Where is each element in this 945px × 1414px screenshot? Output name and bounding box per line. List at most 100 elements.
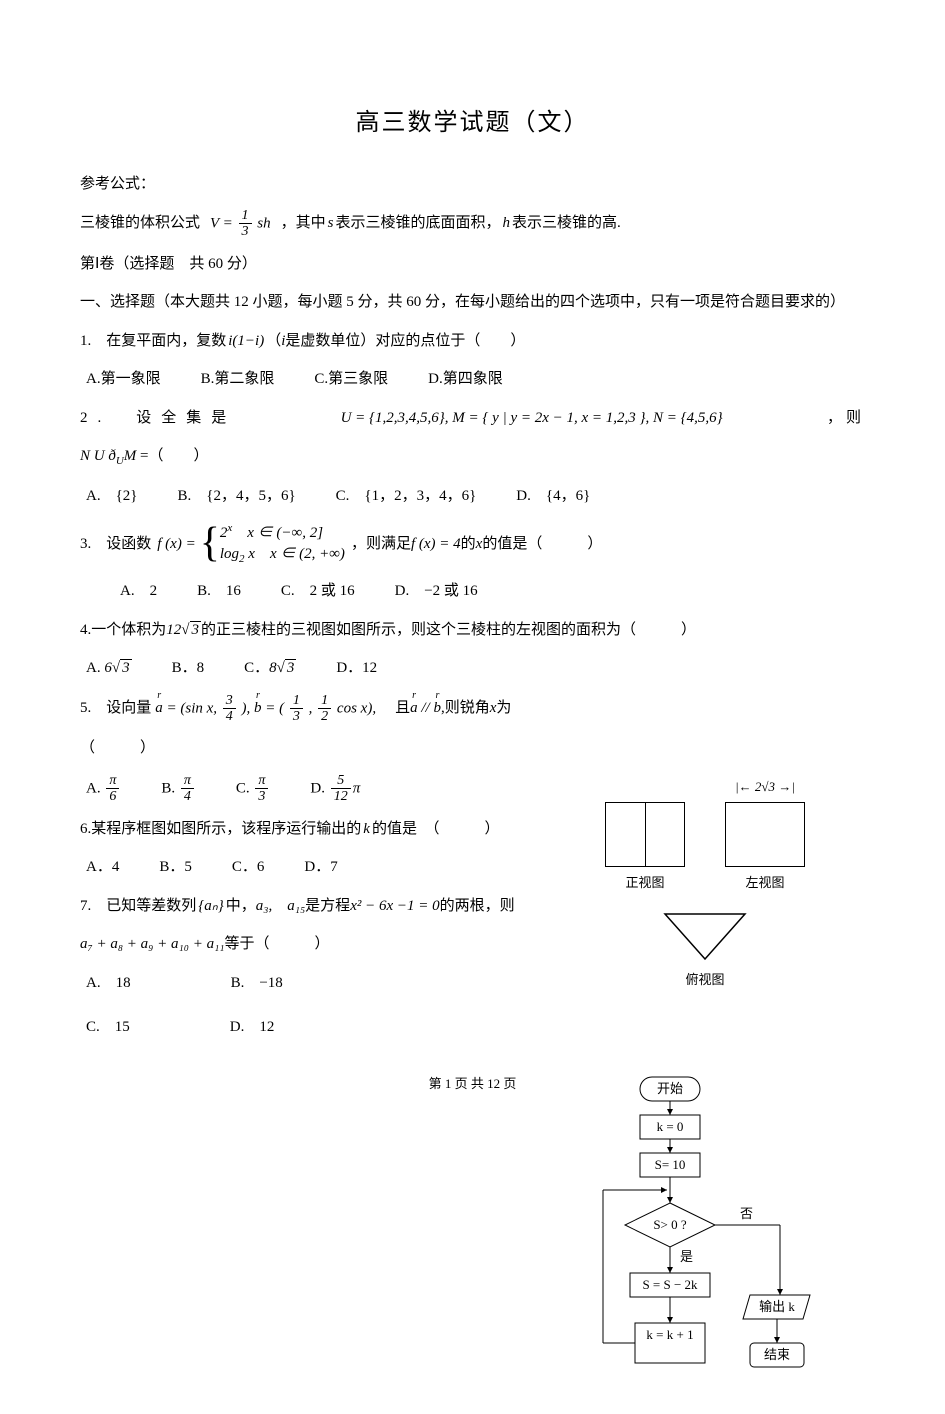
cone-num: 1 bbox=[239, 208, 252, 224]
q5-Bl: B. bbox=[161, 780, 175, 796]
q6-C: C．6 bbox=[232, 853, 265, 882]
q3-A: A. 2 bbox=[120, 577, 157, 606]
q1-C: C.第三象限 bbox=[314, 365, 388, 394]
q4-v: 12 bbox=[166, 622, 181, 638]
flow-k0: k = 0 bbox=[657, 1119, 684, 1134]
q5-Dl: D. bbox=[310, 780, 325, 796]
q4-C: C．83 bbox=[244, 654, 296, 683]
flow-start: 开始 bbox=[657, 1081, 683, 1096]
q5-vb2: b bbox=[433, 694, 441, 723]
q7-options: A. 18 B. −18 C. 15 D. 12 bbox=[80, 969, 620, 1042]
mc-intro: 一、选择题（本大题共 12 小题，每小题 5 分，共 60 分，在每小题给出的四… bbox=[80, 288, 865, 317]
q5-x: x bbox=[490, 694, 497, 723]
q5-va2: a bbox=[410, 694, 418, 723]
q3-piecewise: f (x) = { 2x x ∈ (−∞, 2] log2 x x ∈ (2, … bbox=[157, 521, 345, 567]
cone-tail: sh bbox=[257, 215, 270, 231]
q3-b: ，则满足 bbox=[351, 530, 411, 559]
q2-C: C. {1，2，3，4，6} bbox=[336, 482, 477, 511]
q3-options: A. 2 B. 16 C. 2 或 16 D. −2 或 16 bbox=[120, 577, 865, 606]
q1-b: （ bbox=[266, 327, 281, 356]
flow-cond: S> 0 ? bbox=[653, 1217, 687, 1232]
q2-l2a: N U ð bbox=[80, 448, 116, 464]
q6-a: 6.某程序框图如图所示，该程序运行输出的 bbox=[80, 815, 361, 844]
q3-a: 3. 设函数 bbox=[80, 530, 151, 559]
q1-c: 是虚数单位）对应的点位于（ ） bbox=[285, 327, 525, 356]
q1-options: A.第一象限 B.第二象限 C.第三象限 D.第四象限 bbox=[86, 365, 865, 394]
q7-b: 中， bbox=[226, 892, 256, 921]
three-view-figure: 正视图 |← 2√3 →| 左视图 俯视图 bbox=[585, 775, 825, 993]
q5-options: A. π6 B. π4 C. π3 D. 512π bbox=[86, 773, 606, 805]
q5-f1n: 3 bbox=[223, 693, 236, 709]
q3-stem: 3. 设函数 f (x) = { 2x x ∈ (−∞, 2] log2 x x… bbox=[80, 521, 865, 567]
top-label: 俯视图 bbox=[585, 968, 825, 993]
q4-options: A. 63 B．8 C．83 D．12 bbox=[86, 654, 606, 683]
q7-d: 的两根，则 bbox=[440, 892, 515, 921]
q4-Ap: A. bbox=[86, 660, 104, 676]
q5-paren: （ ） bbox=[80, 734, 865, 763]
front-label: 正视图 bbox=[605, 871, 685, 896]
q3-cond: f (x) = 4 bbox=[411, 530, 461, 559]
q6-b: 的值是 （ ） bbox=[372, 815, 500, 844]
q7-eq: x² − 6x −1 = 0 bbox=[350, 892, 439, 921]
q5-c: ,则锐角 bbox=[441, 694, 490, 723]
flow-out: 输出 k bbox=[759, 1299, 795, 1314]
q2-l2b: M bbox=[124, 448, 137, 464]
q5-f1d: 4 bbox=[223, 709, 236, 724]
q3-fx: f (x) = bbox=[157, 530, 195, 559]
cone-s-desc: 表示三棱锥的底面面积， bbox=[335, 209, 500, 238]
q4-B: B．8 bbox=[172, 654, 205, 683]
q4-A: A. 63 bbox=[86, 654, 132, 683]
flow-s2k: S = S − 2k bbox=[642, 1277, 698, 1292]
q3-C: C. 2 或 16 bbox=[281, 577, 355, 606]
q2-expr: U = {1,2,3,4,5,6}, M = { y | y = 2x − 1,… bbox=[341, 404, 723, 433]
q4-Ar: 3 bbox=[120, 659, 132, 676]
q3-d: 的值是（ ） bbox=[482, 530, 602, 559]
q5-A: A. π6 bbox=[86, 773, 121, 805]
q4-b: 的正三棱柱的三视图如图所示，则这个三棱柱的左视图的面积为（ ） bbox=[201, 616, 696, 645]
page-title: 高三数学试题（文） bbox=[80, 100, 865, 146]
q5-t2: cos x), bbox=[337, 700, 376, 716]
q5-B: B. π4 bbox=[161, 773, 196, 805]
q3-c: 的 bbox=[461, 530, 476, 559]
q5-e1: = (sin x, bbox=[163, 700, 221, 716]
cone-lhs: V = bbox=[210, 215, 233, 231]
q3-B: B. 16 bbox=[197, 577, 241, 606]
flow-yes: 是 bbox=[680, 1249, 693, 1264]
q3-c2: log bbox=[220, 546, 239, 562]
q3-D: D. −2 或 16 bbox=[395, 577, 478, 606]
q2-stem: 2. 设全集是 U = {1,2,3,4,5,6}, M = { y | y =… bbox=[80, 404, 865, 433]
flow-k1: k = k + 1 bbox=[646, 1327, 693, 1342]
cone-mid: ，其中 bbox=[281, 209, 326, 238]
q7-D: D. 12 bbox=[230, 1013, 275, 1042]
q7-seq: {aₙ} bbox=[198, 892, 223, 921]
left-view-icon bbox=[725, 802, 805, 867]
q2-line2: N U ðUM =（ ） bbox=[80, 442, 865, 472]
dim-val: 2√3 bbox=[755, 779, 775, 794]
q2-l2sub: U bbox=[116, 455, 124, 467]
flow-s10: S= 10 bbox=[655, 1157, 686, 1172]
q5-par: a // b bbox=[410, 694, 441, 723]
q5-b: 且 bbox=[380, 694, 410, 723]
q6-options: A．4 B．5 C．6 D．7 bbox=[86, 853, 626, 882]
q6-D: D．7 bbox=[304, 853, 337, 882]
q2-B: B. {2，4，5，6} bbox=[177, 482, 295, 511]
q1-D: D.第四象限 bbox=[428, 365, 503, 394]
q5-Dp: π bbox=[353, 780, 361, 796]
cone-h: h bbox=[503, 209, 511, 238]
q4-Cv: 8 bbox=[269, 660, 277, 676]
q7-B: B. −18 bbox=[231, 969, 283, 998]
q5-Cn: π bbox=[255, 773, 268, 789]
cone-frac: 1 3 bbox=[239, 208, 252, 240]
q2-l2c: =（ ） bbox=[140, 448, 208, 464]
q1-a: 1. 在复平面内，复数 bbox=[80, 327, 226, 356]
q5-f2d: 3 bbox=[290, 709, 303, 724]
cone-formula: V = 1 3 sh bbox=[210, 208, 271, 240]
q5-Bd: 4 bbox=[181, 789, 194, 804]
q5-e2: = ( bbox=[262, 700, 288, 716]
q5-m2: , bbox=[309, 700, 317, 716]
q5-vb: b bbox=[254, 694, 262, 723]
section-1: 第Ⅰ卷（选择题 共 60 分） bbox=[80, 250, 865, 279]
q6-B: B．5 bbox=[159, 853, 192, 882]
q7-C: C. 15 bbox=[86, 1013, 130, 1042]
q7-A: A. 18 bbox=[86, 969, 131, 998]
